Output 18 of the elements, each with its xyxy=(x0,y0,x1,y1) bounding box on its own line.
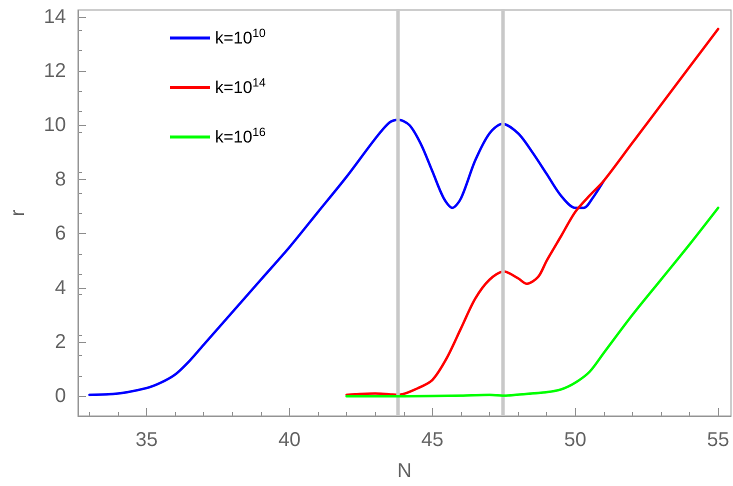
x-axis-title: N xyxy=(397,460,412,482)
line-series xyxy=(345,206,720,398)
x-tick-label: 55 xyxy=(707,429,730,451)
y-axis-title: r xyxy=(7,209,29,216)
y-tick-label: 6 xyxy=(54,222,66,245)
y-tick-label: 4 xyxy=(54,276,66,299)
line-series xyxy=(88,118,606,396)
y-tick-label: 8 xyxy=(54,168,66,190)
y-tick-label: 12 xyxy=(44,60,66,82)
x-tick-label: 50 xyxy=(564,429,586,451)
y-tick-label: 0 xyxy=(54,385,66,408)
y-tick-label: 2 xyxy=(54,331,66,354)
line-series xyxy=(345,28,720,396)
y-tick-label: 14 xyxy=(44,6,66,28)
x-tick-label: 40 xyxy=(278,429,301,451)
y-tick-label: 10 xyxy=(44,114,66,136)
x-tick-label: 45 xyxy=(421,429,444,451)
x-tick-label: 35 xyxy=(135,429,158,451)
